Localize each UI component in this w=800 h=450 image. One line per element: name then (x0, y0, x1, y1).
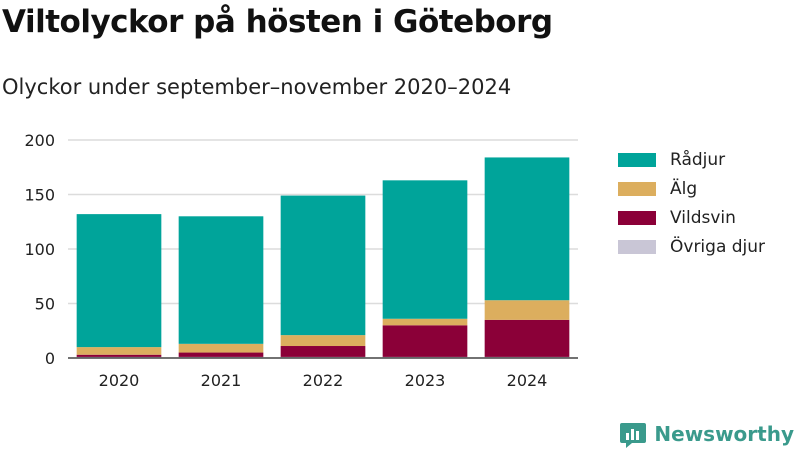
bar-segment (484, 300, 570, 320)
bar-segment (178, 352, 264, 357)
legend-item: Övriga djur (618, 232, 765, 261)
bar-segment (178, 343, 264, 353)
y-tick-label: 200 (24, 131, 55, 150)
bar-segment (76, 214, 162, 348)
newsworthy-icon (620, 423, 647, 448)
legend-item: Älg (618, 174, 765, 203)
bar-segment (76, 354, 162, 357)
legend-item: Rådjur (618, 145, 765, 174)
y-tick-label: 0 (45, 349, 55, 368)
bar-segment (280, 335, 366, 347)
legend-label: Vildsvin (670, 207, 736, 228)
legend-swatch (618, 239, 656, 254)
bar-segment (382, 325, 468, 357)
bar-segment (280, 195, 366, 336)
newsworthy-logo: Newsworthy (620, 420, 794, 448)
bar-segment (484, 319, 570, 357)
legend-swatch (618, 152, 656, 167)
legend-label: Övriga djur (670, 236, 766, 257)
y-tick-label: 150 (24, 186, 55, 205)
x-tick-label: 2024 (507, 371, 548, 390)
bar-segment (280, 346, 366, 357)
x-tick-label: 2021 (201, 371, 242, 390)
x-tick-label: 2022 (303, 371, 344, 390)
bar-segment (382, 318, 468, 326)
legend-label: Älg (670, 178, 698, 199)
y-tick-label: 50 (35, 295, 55, 314)
x-tick-label: 2023 (405, 371, 446, 390)
bar-segment (76, 347, 162, 355)
legend-swatch (618, 210, 656, 225)
bar-segment (178, 216, 264, 344)
y-tick-label: 100 (24, 240, 55, 259)
chart-legend: Rådjur Älg Vildsvin Övriga djur (618, 145, 765, 261)
chart-subtitle: Olyckor under september–november 2020–20… (2, 75, 512, 99)
bar-segment (484, 157, 570, 301)
brand-name: Newsworthy (654, 422, 794, 446)
legend-item: Vildsvin (618, 203, 765, 232)
x-tick-label: 2020 (99, 371, 140, 390)
legend-swatch (618, 181, 656, 196)
chart-title: Viltolyckor på hösten i Göteborg (2, 4, 553, 40)
legend-label: Rådjur (670, 149, 726, 170)
bar-segment (382, 180, 468, 319)
